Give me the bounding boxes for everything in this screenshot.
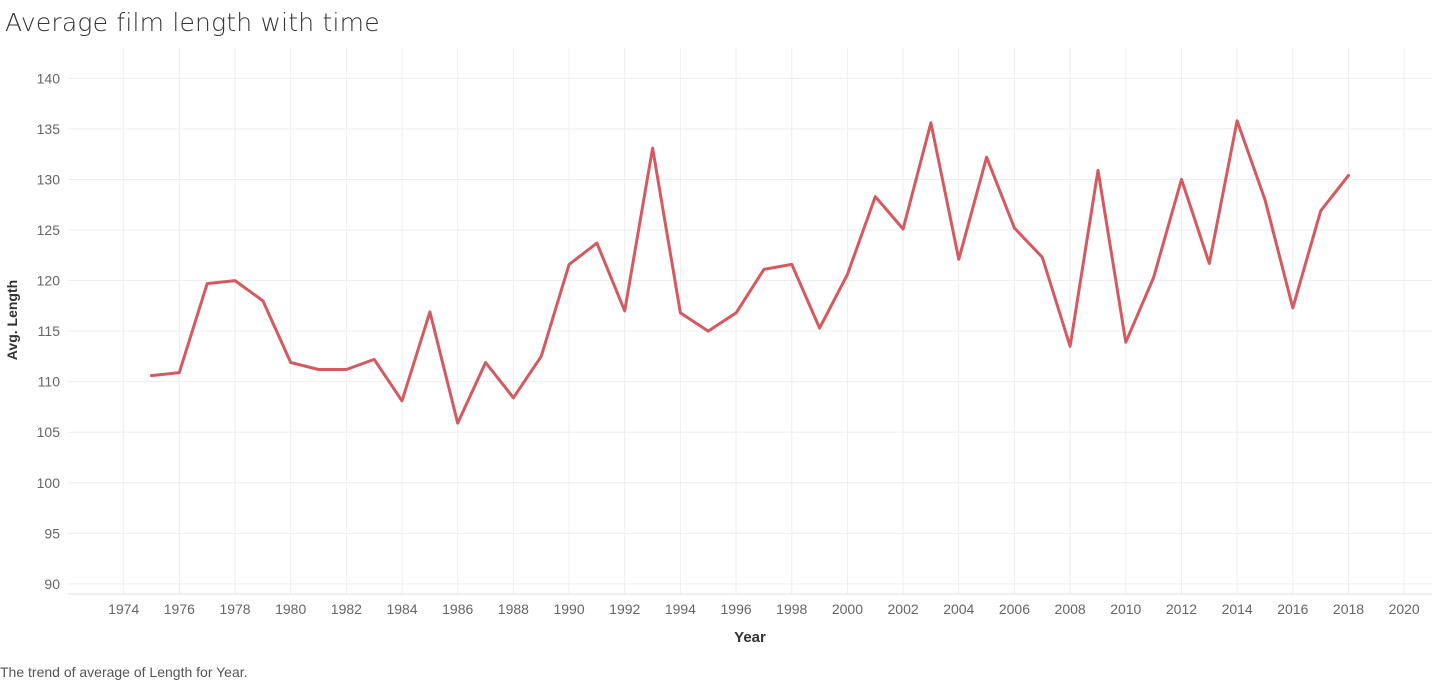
x-tick-label: 1980 xyxy=(275,601,306,617)
x-tick-label: 1978 xyxy=(219,601,250,617)
x-tick-label: 1976 xyxy=(164,601,195,617)
data-point xyxy=(873,195,877,199)
data-point xyxy=(1012,226,1016,230)
data-point xyxy=(1040,255,1044,259)
data-point xyxy=(1096,168,1100,172)
data-point xyxy=(985,155,989,159)
data-point xyxy=(567,262,571,266)
data-point xyxy=(929,121,933,125)
x-tick-label: 1998 xyxy=(776,601,807,617)
x-tick-label: 2016 xyxy=(1277,601,1308,617)
y-axis-ticks: 90 95 100 105 110 115 120 125 130 135 140 xyxy=(37,70,61,592)
x-tick-label: 1990 xyxy=(553,601,584,617)
data-point xyxy=(1291,306,1295,310)
data-point xyxy=(456,421,460,425)
data-point xyxy=(1124,340,1128,344)
y-axis-label: Avg. Length xyxy=(4,280,20,360)
x-tick-label: 1996 xyxy=(721,601,752,617)
y-tick-label: 140 xyxy=(37,70,61,86)
x-tick-label: 2020 xyxy=(1389,601,1420,617)
data-point xyxy=(901,227,905,231)
data-point xyxy=(1152,276,1156,280)
data-point xyxy=(539,354,543,358)
y-tick-label: 90 xyxy=(44,576,60,592)
x-tick-label: 1982 xyxy=(331,601,362,617)
data-point xyxy=(372,357,376,361)
data-point xyxy=(957,257,961,261)
x-tick-label: 2004 xyxy=(943,601,974,617)
y-tick-label: 100 xyxy=(37,475,61,491)
data-point xyxy=(511,396,515,400)
y-tick-label: 110 xyxy=(38,374,61,390)
x-tick-label: 1974 xyxy=(108,601,139,617)
data-point xyxy=(177,371,181,375)
x-tick-label: 2010 xyxy=(1110,601,1141,617)
x-tick-label: 2000 xyxy=(832,601,863,617)
x-tick-label: 1994 xyxy=(665,601,696,617)
data-point xyxy=(1235,119,1239,123)
data-point xyxy=(261,299,265,303)
x-tick-label: 1984 xyxy=(386,601,417,617)
data-point xyxy=(484,360,488,364)
x-axis-label: Year xyxy=(734,629,766,646)
chart-caption: The trend of average of Length for Year. xyxy=(0,664,248,680)
y-tick-label: 125 xyxy=(37,222,61,238)
data-point xyxy=(1068,344,1072,348)
data-point xyxy=(1319,209,1323,213)
x-tick-label: 1986 xyxy=(442,601,473,617)
data-point xyxy=(1346,173,1350,177)
x-tick-label: 2002 xyxy=(888,601,919,617)
x-tick-label: 2012 xyxy=(1166,601,1197,617)
data-point xyxy=(706,329,710,333)
data-point xyxy=(1179,177,1183,181)
data-point xyxy=(344,368,348,372)
y-tick-label: 95 xyxy=(44,525,60,541)
data-point xyxy=(818,326,822,330)
data-point xyxy=(205,282,209,286)
x-axis-ticks: 1974 1976 1978 1980 1982 1984 1986 1988 1990 1992… xyxy=(108,601,1420,617)
data-point xyxy=(317,368,321,372)
data-point xyxy=(790,262,794,266)
x-tick-label: 2014 xyxy=(1222,601,1253,617)
data-point xyxy=(623,309,627,313)
y-tick-label: 115 xyxy=(38,323,61,339)
data-point xyxy=(1263,198,1267,202)
x-tick-label: 2018 xyxy=(1333,601,1364,617)
y-tick-label: 135 xyxy=(37,121,61,137)
grid xyxy=(68,48,1432,595)
x-tick-label: 1992 xyxy=(609,601,640,617)
y-tick-label: 120 xyxy=(37,273,61,289)
data-point xyxy=(762,267,766,271)
y-tick-label: 105 xyxy=(37,424,61,440)
data-point xyxy=(678,311,682,315)
x-tick-label: 2008 xyxy=(1055,601,1086,617)
avg-length-series-line xyxy=(150,119,1350,425)
series xyxy=(150,119,1350,425)
data-point xyxy=(651,146,655,150)
y-tick-label: 130 xyxy=(37,171,61,187)
x-tick-label: 2006 xyxy=(999,601,1030,617)
data-point xyxy=(1207,261,1211,265)
data-point xyxy=(400,399,404,403)
data-point xyxy=(428,310,432,314)
data-point xyxy=(233,279,237,283)
data-point xyxy=(845,272,849,276)
data-point xyxy=(150,374,154,378)
data-point xyxy=(595,241,599,245)
chart-title: Average film length with time xyxy=(5,8,380,37)
data-point xyxy=(734,311,738,315)
x-tick-label: 1988 xyxy=(498,601,529,617)
data-point xyxy=(289,360,293,364)
